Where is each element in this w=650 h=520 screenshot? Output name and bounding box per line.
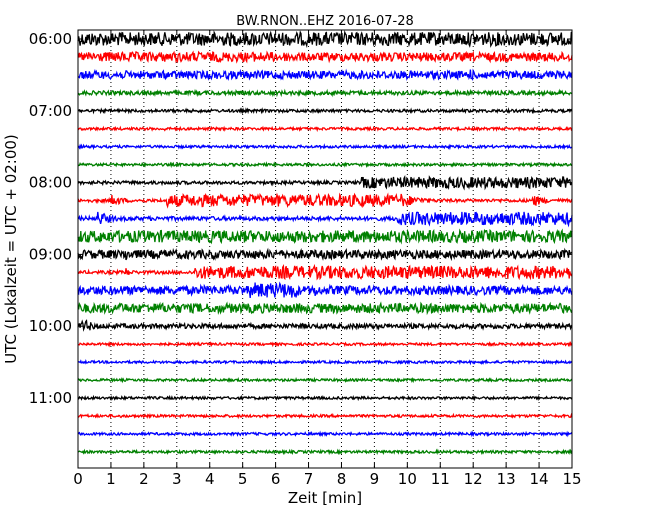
trace-0915 [77,263,573,281]
x-axis-ticks: 0 1 2 3 4 5 6 7 8 9 10 11 12 13 14 15 [73,30,582,488]
trace-1030 [77,358,573,366]
x-tick-label: 1 [106,470,116,488]
trace-0745 [77,161,572,169]
y-tick-label: 10:00 [29,317,72,335]
trace-1015 [77,340,573,348]
trace-1145 [77,448,573,456]
y-tick-label: 08:00 [29,174,72,192]
trace-0830 [77,211,573,228]
trace-0845 [77,228,573,245]
x-tick-label: 15 [562,470,581,488]
y-axis-ticks: 06:00 07:00 08:00 09:00 10:00 11:00 [29,30,572,407]
trace-0615 [77,50,573,64]
trace-1100 [77,394,573,402]
x-tick-label: 12 [464,470,483,488]
y-tick-label: 07:00 [29,102,72,120]
x-tick-label: 7 [304,470,314,488]
trace-0630 [77,68,573,82]
x-axis-label: Zeit [min] [288,489,362,507]
chart-title: BW.RNON..EHZ 2016-07-28 [236,14,414,29]
trace-0645 [77,88,573,98]
trace-0900 [77,247,573,262]
trace-1045 [77,376,573,384]
trace-1130 [77,430,573,438]
trace-0930 [77,281,573,298]
x-tick-label: 8 [337,470,347,488]
x-tick-label: 14 [530,470,549,488]
x-tick-label: 3 [172,470,182,488]
trace-0815 [77,192,573,209]
x-tick-label: 11 [431,470,450,488]
trace-0730 [77,143,573,151]
x-tick-label: 9 [370,470,380,488]
trace-0700 [77,106,573,115]
y-tick-label: 09:00 [29,245,72,263]
x-tick-label: 6 [271,470,281,488]
grid-lines [110,30,540,468]
seismic-traces [77,29,573,456]
plot-frame [77,29,573,469]
trace-1115 [77,412,573,420]
x-tick-label: 0 [73,470,83,488]
trace-0800 [77,175,573,191]
x-tick-label: 10 [398,470,417,488]
x-tick-label: 4 [205,470,215,488]
trace-1000 [77,319,573,332]
trace-0945 [78,301,573,316]
x-tick-label: 2 [139,470,149,488]
y-axis-label: UTC (Lokalzeit = UTC + 02:00) [2,134,20,364]
y-tick-label: 11:00 [29,389,72,407]
x-tick-label: 5 [238,470,248,488]
x-tick-label: 13 [497,470,516,488]
trace-0715 [77,125,573,133]
trace-0600 [77,29,573,49]
y-tick-label: 06:00 [29,30,72,48]
